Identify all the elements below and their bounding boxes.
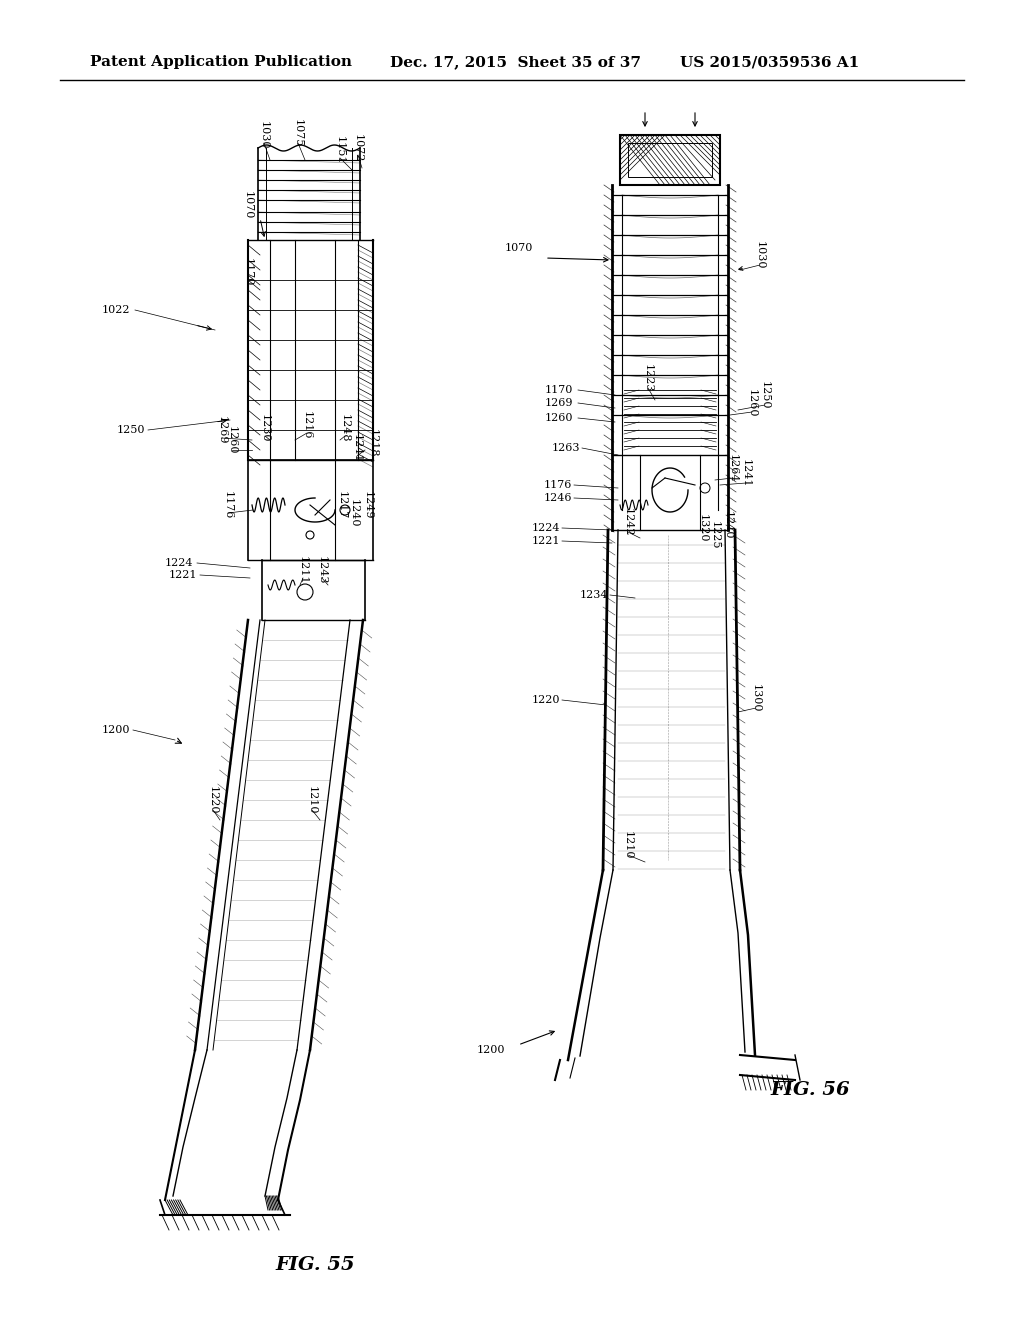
Text: 1240: 1240 bbox=[349, 499, 359, 527]
Text: 1221: 1221 bbox=[531, 536, 560, 546]
Text: 1176: 1176 bbox=[544, 480, 572, 490]
Text: US 2015/0359536 A1: US 2015/0359536 A1 bbox=[680, 55, 859, 69]
Text: 1210: 1210 bbox=[307, 785, 317, 814]
Text: 1070: 1070 bbox=[505, 243, 534, 253]
Text: 1220: 1220 bbox=[208, 785, 218, 814]
Text: 1072: 1072 bbox=[353, 133, 362, 162]
Text: 1269: 1269 bbox=[545, 399, 573, 408]
Text: 1218: 1218 bbox=[368, 429, 378, 457]
Text: 1269: 1269 bbox=[217, 416, 227, 445]
Text: 1260: 1260 bbox=[545, 413, 573, 422]
Text: 1030: 1030 bbox=[259, 120, 269, 149]
Text: 1030: 1030 bbox=[755, 240, 765, 269]
Text: 1250: 1250 bbox=[117, 425, 145, 436]
Text: 1075: 1075 bbox=[293, 119, 303, 148]
Text: 1200: 1200 bbox=[476, 1045, 505, 1055]
Text: 1151: 1151 bbox=[335, 136, 345, 164]
Text: 1249: 1249 bbox=[362, 491, 373, 519]
Text: 1070: 1070 bbox=[243, 191, 253, 219]
Text: 1260: 1260 bbox=[746, 389, 757, 417]
Text: 1234: 1234 bbox=[580, 590, 608, 601]
Text: 1221: 1221 bbox=[169, 570, 197, 579]
Text: 1210: 1210 bbox=[623, 830, 633, 859]
Text: 1220: 1220 bbox=[531, 696, 560, 705]
Text: 1217: 1217 bbox=[337, 491, 347, 519]
Text: 1224: 1224 bbox=[531, 523, 560, 533]
Text: 1240: 1240 bbox=[723, 511, 733, 540]
Text: 1022: 1022 bbox=[101, 305, 130, 315]
Bar bbox=[620, 135, 720, 185]
Text: 1176: 1176 bbox=[223, 491, 233, 519]
Text: 1225: 1225 bbox=[710, 521, 720, 549]
Text: 1246: 1246 bbox=[544, 492, 572, 503]
Text: 1200: 1200 bbox=[101, 725, 130, 735]
Text: Patent Application Publication: Patent Application Publication bbox=[90, 55, 352, 69]
Text: 1320: 1320 bbox=[698, 513, 708, 543]
Text: 1170: 1170 bbox=[243, 257, 253, 286]
Text: FIG. 55: FIG. 55 bbox=[275, 1257, 354, 1274]
Text: 1300: 1300 bbox=[751, 684, 761, 713]
Text: 1224: 1224 bbox=[165, 558, 193, 568]
Text: 1241: 1241 bbox=[741, 459, 751, 487]
Text: 1263: 1263 bbox=[552, 444, 580, 453]
Text: 1223: 1223 bbox=[643, 364, 653, 392]
Text: 1264: 1264 bbox=[728, 454, 738, 482]
Text: 1230: 1230 bbox=[260, 413, 270, 442]
Text: 1170: 1170 bbox=[545, 385, 573, 395]
Text: 1216: 1216 bbox=[302, 411, 312, 440]
Text: 1243: 1243 bbox=[317, 556, 327, 585]
Text: 1211: 1211 bbox=[298, 556, 308, 585]
Text: FIG. 56: FIG. 56 bbox=[770, 1081, 850, 1100]
Text: Dec. 17, 2015  Sheet 35 of 37: Dec. 17, 2015 Sheet 35 of 37 bbox=[390, 55, 641, 69]
Text: 1260: 1260 bbox=[227, 426, 237, 454]
Bar bbox=[628, 143, 712, 177]
Text: 1242: 1242 bbox=[623, 508, 633, 536]
Text: 1248: 1248 bbox=[340, 413, 350, 442]
Text: 1241: 1241 bbox=[352, 434, 362, 462]
Text: 1250: 1250 bbox=[760, 380, 770, 409]
